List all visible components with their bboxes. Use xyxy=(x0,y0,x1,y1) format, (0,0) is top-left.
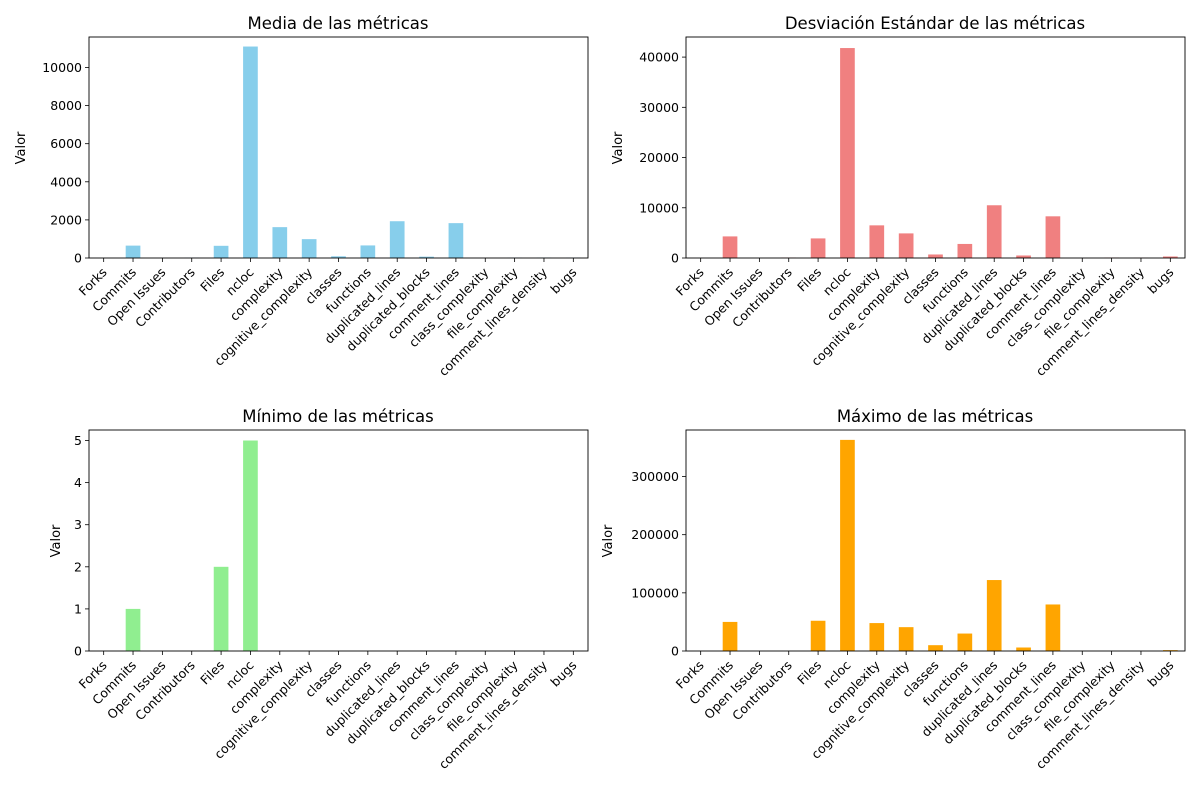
bar-files xyxy=(810,238,826,258)
chart-std-dev: Desviación Estándar de las métricas Valo… xyxy=(611,14,1186,379)
bar-functions xyxy=(957,633,973,651)
plot-frame xyxy=(88,429,589,652)
y-tick-label: 0 xyxy=(74,644,82,659)
bar-comment-lines xyxy=(448,223,464,258)
bar-files xyxy=(213,245,229,258)
x-tick-label: Files xyxy=(794,265,824,295)
y-tick-label: 2 xyxy=(74,559,82,574)
x-tick-label: Files xyxy=(197,265,227,295)
y-tick-label: 40000 xyxy=(639,50,679,65)
y-tick-label: 10000 xyxy=(42,60,82,75)
bar-ncloc xyxy=(243,46,258,258)
chart-title: Mínimo de las métricas xyxy=(242,407,434,426)
bar-commits xyxy=(722,621,738,651)
y-tick-label: 20000 xyxy=(639,150,679,165)
bar-bugs xyxy=(1162,256,1178,258)
bar-complexity xyxy=(869,623,885,651)
chart-title: Desviación Estándar de las métricas xyxy=(785,14,1085,33)
bar-cognitive-complexity xyxy=(301,239,317,258)
plot-frame xyxy=(88,36,589,259)
bar-files xyxy=(213,566,229,651)
bar-duplicated-lines xyxy=(389,221,405,258)
y-axis-label: Valor xyxy=(601,524,616,557)
y-tick-label: 0 xyxy=(671,251,679,266)
x-tick-label: Files xyxy=(794,658,824,688)
bar-classes xyxy=(928,254,943,258)
bar-commits xyxy=(125,608,141,651)
chart-mean: Media de las métricas Valor 0 2000 4000 600… xyxy=(14,14,589,379)
bar-cognitive-complexity xyxy=(898,233,914,258)
bar-classes xyxy=(928,645,943,651)
chart-min: Mínimo de las métricas Valor 012345Forks… xyxy=(49,407,589,772)
bar-commits xyxy=(125,245,141,258)
bar-duplicated-blocks xyxy=(1016,255,1031,258)
bar-complexity xyxy=(272,227,288,258)
y-tick-label: 1 xyxy=(74,601,82,616)
bar-classes xyxy=(331,256,346,258)
y-tick-label: 6000 xyxy=(50,136,82,151)
y-tick-label: 4000 xyxy=(50,174,82,189)
y-tick-label: 8000 xyxy=(50,98,82,113)
chart-title: Media de las métricas xyxy=(247,14,428,33)
chart-title: Máximo de las métricas xyxy=(837,407,1033,426)
bar-functions xyxy=(957,243,973,258)
bar-duplicated-lines xyxy=(986,205,1002,258)
plot-frame xyxy=(685,36,1186,259)
chart-max: Máximo de las métricas Valor 0 100000 2000… xyxy=(601,407,1186,772)
bar-duplicated-lines xyxy=(986,580,1002,651)
y-tick-label: 3 xyxy=(74,517,82,532)
y-tick-label: 5 xyxy=(74,433,82,448)
y-tick-label: 30000 xyxy=(639,100,679,115)
bar-ncloc xyxy=(840,439,855,651)
y-tick-label: 100000 xyxy=(631,585,679,600)
y-tick-label: 4 xyxy=(74,475,82,490)
bar-ncloc xyxy=(243,440,258,651)
bar-duplicated-blocks xyxy=(419,256,434,258)
bar-comment-lines xyxy=(1045,216,1061,258)
y-tick-label: 10000 xyxy=(639,200,679,215)
y-axis-label: Valor xyxy=(14,131,29,164)
x-tick-label: bugs xyxy=(547,658,579,690)
y-tick-label: 200000 xyxy=(631,527,679,542)
x-tick-label: bugs xyxy=(547,265,579,297)
bar-duplicated-blocks xyxy=(1016,647,1031,651)
bar-files xyxy=(810,620,826,651)
x-tick-label: bugs xyxy=(1144,658,1176,690)
x-tick-label: Files xyxy=(197,658,227,688)
bar-comment-lines xyxy=(1045,604,1061,651)
y-axis-label: Valor xyxy=(49,524,64,557)
x-tick-label: bugs xyxy=(1144,265,1176,297)
y-tick-label: 2000 xyxy=(50,212,82,227)
bar-complexity xyxy=(869,225,885,258)
y-tick-label: 300000 xyxy=(631,469,679,484)
bar-ncloc xyxy=(840,48,855,258)
y-tick-label: 0 xyxy=(671,644,679,659)
bar-cognitive-complexity xyxy=(898,627,914,651)
bar-commits xyxy=(722,236,738,258)
y-tick-label: 0 xyxy=(74,251,82,266)
bar-functions xyxy=(360,245,376,258)
y-axis-label: Valor xyxy=(611,131,626,164)
plot-frame xyxy=(685,429,1186,652)
